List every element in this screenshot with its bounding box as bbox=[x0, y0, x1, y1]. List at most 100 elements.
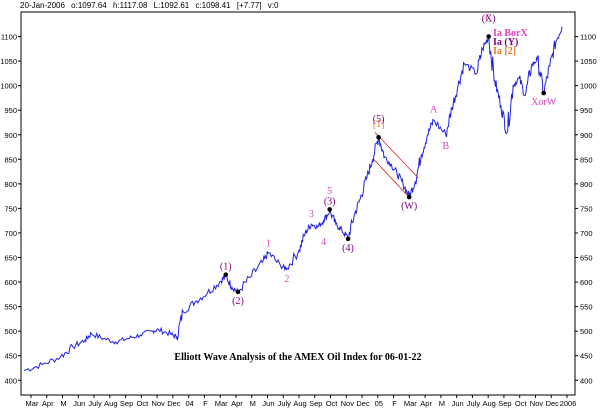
y-tick-label-left: 850 bbox=[4, 155, 17, 164]
x-tick-label: Jun bbox=[452, 399, 464, 408]
wave-label: XorW bbox=[531, 97, 557, 108]
y-tick-label-right: 900 bbox=[580, 131, 593, 140]
x-tick-label: Nov bbox=[530, 399, 544, 408]
channel-upper bbox=[374, 132, 419, 179]
quote-open: o:1097.64 bbox=[71, 1, 107, 10]
x-tick-label: Aug bbox=[293, 399, 306, 408]
y-tick-label-left: 950 bbox=[4, 106, 17, 115]
wave-label: 3 bbox=[309, 209, 314, 220]
y-tick-label-right: 400 bbox=[580, 376, 593, 385]
wave-label: (5) bbox=[373, 114, 385, 125]
x-tick-label: Dec bbox=[546, 399, 560, 408]
x-tick-label: Sep bbox=[498, 399, 511, 408]
x-tick-label: Dec bbox=[167, 399, 181, 408]
wave-marker bbox=[486, 34, 491, 39]
wave-label: (2) bbox=[232, 296, 244, 307]
y-tick-label-right: 1000 bbox=[580, 82, 597, 91]
x-tick-label: M bbox=[439, 399, 445, 408]
wave-label: B bbox=[443, 141, 450, 152]
wave-label: 4 bbox=[321, 237, 326, 248]
x-tick-label: F bbox=[203, 399, 208, 408]
x-tick-label: 05 bbox=[375, 399, 383, 408]
y-tick-label-left: 650 bbox=[4, 254, 17, 263]
wave-marker bbox=[376, 134, 381, 140]
x-tick-label: Mar bbox=[215, 399, 228, 408]
wave-marker bbox=[327, 207, 332, 212]
y-tick-label-right: 500 bbox=[580, 327, 593, 336]
legend-entry: Ia (Y) bbox=[493, 37, 518, 48]
chart-title: Elliott Wave Analysis of the AMEX Oil In… bbox=[174, 352, 421, 363]
wave-marker bbox=[406, 194, 412, 200]
y-tick-label-left: 550 bbox=[4, 303, 17, 312]
y-tick-label-right: 550 bbox=[580, 303, 593, 312]
x-tick-label: Jun bbox=[73, 399, 85, 408]
y-tick-label-left: 400 bbox=[4, 376, 17, 385]
x-tick-label: Apr bbox=[42, 399, 54, 408]
x-tick-label: Nov bbox=[341, 399, 355, 408]
wave-marker bbox=[345, 236, 351, 242]
y-tick-label-left: 800 bbox=[4, 180, 17, 189]
x-tick-label: July bbox=[278, 399, 292, 408]
y-tick-label-left: 1000 bbox=[0, 82, 17, 91]
x-tick-label: F bbox=[392, 399, 397, 408]
quote-close: c:1098.41 bbox=[195, 1, 231, 10]
x-tick-label: July bbox=[88, 399, 102, 408]
x-tick-label: 04 bbox=[185, 399, 193, 408]
wave-label: (1) bbox=[220, 262, 232, 273]
y-tick-label-right: 700 bbox=[580, 229, 593, 238]
legend-entry: Ia BorX bbox=[493, 28, 529, 39]
channel-lower bbox=[373, 159, 411, 199]
y-tick-label-left: 900 bbox=[4, 131, 17, 140]
quote-header: 20-Jan-2006 o:1097.64 h:1117.08 L:1092.6… bbox=[20, 1, 282, 10]
wave-label: (4) bbox=[342, 243, 354, 254]
wave-label: 2 bbox=[284, 274, 289, 285]
y-tick-label-left: 1100 bbox=[1, 33, 17, 42]
y-tick-label-left: 1050 bbox=[0, 57, 17, 66]
wave-label: (3) bbox=[324, 196, 336, 207]
y-tick-label-right: 750 bbox=[580, 204, 593, 213]
x-tick-label: Oct bbox=[137, 399, 150, 408]
x-tick-label: Apr bbox=[231, 399, 243, 408]
legend-entry: Ia [2] bbox=[493, 46, 516, 57]
y-tick-label-left: 500 bbox=[4, 327, 17, 336]
quote-high: h:1117.08 bbox=[112, 1, 148, 10]
y-tick-label-right: 450 bbox=[580, 352, 593, 361]
y-tick-label-right: 1050 bbox=[580, 57, 597, 66]
x-tick-label: Dec bbox=[356, 399, 370, 408]
quote-low: L:1092.61 bbox=[153, 1, 190, 10]
x-tick-label: Oct bbox=[326, 399, 339, 408]
x-tick-label: Mar bbox=[26, 399, 39, 408]
x-tick-label: Sep bbox=[309, 399, 322, 408]
y-tick-label-right: 800 bbox=[580, 180, 593, 189]
wave-label: A bbox=[430, 105, 438, 116]
x-tick-label: Aug bbox=[104, 399, 117, 408]
wave-marker bbox=[235, 289, 241, 295]
x-tick-label: M bbox=[60, 399, 66, 408]
y-tick-label-left: 600 bbox=[4, 278, 17, 287]
wave-label: (W) bbox=[401, 201, 417, 212]
y-tick-label-right: 1100 bbox=[580, 33, 596, 42]
wave-label: [1] bbox=[373, 119, 385, 130]
wave-label: 5 bbox=[327, 186, 332, 197]
y-tick-label-right: 600 bbox=[580, 278, 593, 287]
quote-change: [+7.77] bbox=[236, 1, 262, 10]
x-tick-label: M bbox=[250, 399, 256, 408]
y-tick-label-left: 450 bbox=[4, 352, 17, 361]
x-tick-label: Aug bbox=[482, 399, 495, 408]
x-tick-label: 2006 bbox=[560, 399, 577, 408]
wave-label: 1 bbox=[266, 239, 271, 250]
x-tick-label: July bbox=[467, 399, 481, 408]
wave-label: (X) bbox=[482, 14, 496, 25]
x-tick-label: Mar bbox=[404, 399, 417, 408]
x-tick-label: Oct bbox=[515, 399, 528, 408]
x-tick-label: Sep bbox=[120, 399, 133, 408]
wave-marker bbox=[541, 90, 546, 96]
y-tick-label-left: 750 bbox=[4, 204, 17, 213]
quote-date: 20-Jan-2006 bbox=[20, 1, 65, 10]
x-tick-label: Apr bbox=[420, 399, 432, 408]
wave-label: C bbox=[485, 14, 492, 25]
y-tick-label-right: 650 bbox=[580, 254, 593, 263]
x-tick-label: Jun bbox=[262, 399, 274, 408]
